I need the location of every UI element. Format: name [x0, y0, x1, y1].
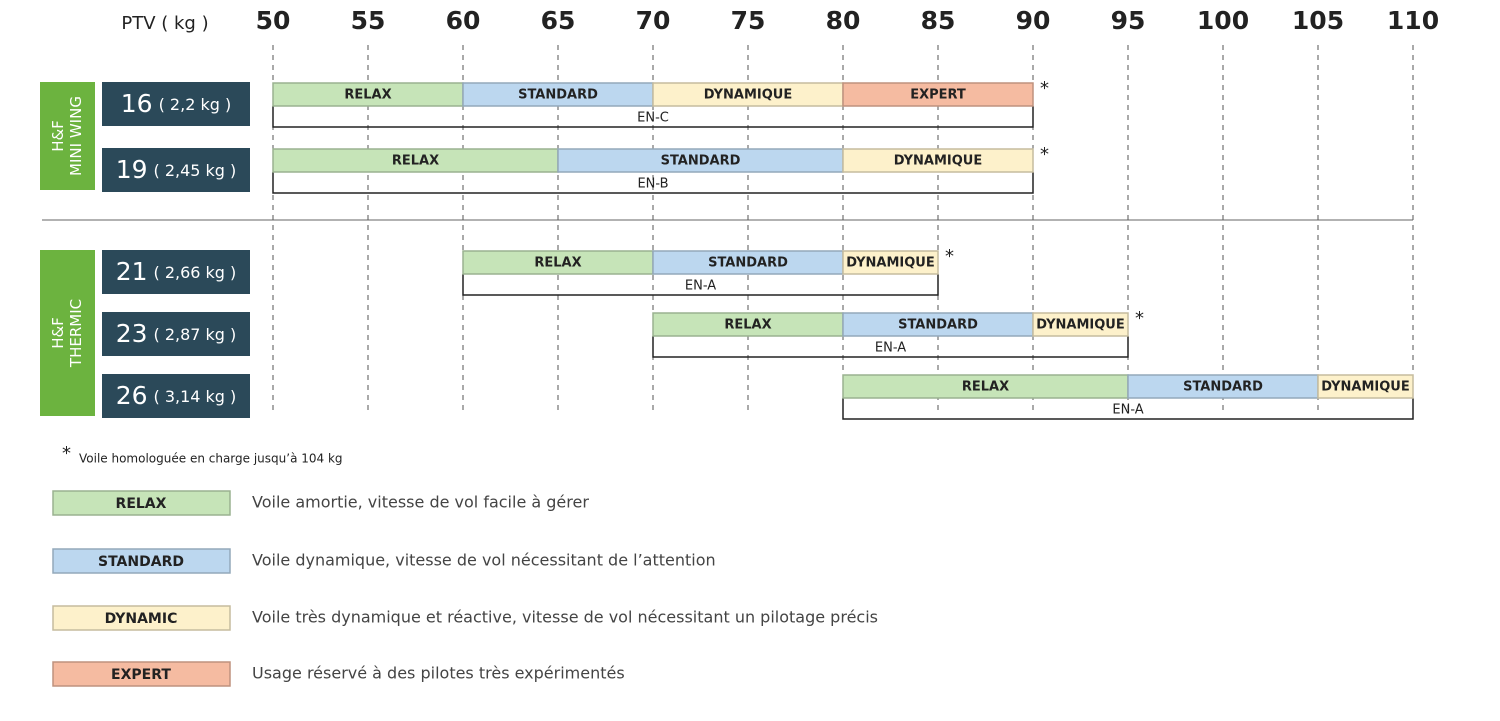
legend-name: EXPERT: [111, 667, 171, 683]
size: 26: [116, 381, 148, 410]
x-tick-label: 75: [731, 6, 766, 35]
legend-swatch: [52, 548, 231, 574]
segment-label: STANDARD: [898, 318, 978, 333]
footnote: Voile homologuée en charge jusqu’à 104 k…: [79, 452, 343, 466]
x-tick-label: 70: [636, 6, 671, 35]
size: 16: [121, 89, 153, 118]
range-segment: [842, 250, 939, 275]
x-tick-label: 60: [446, 6, 481, 35]
segment-label: RELAX: [962, 380, 1009, 395]
x-tick-label: 90: [1016, 6, 1051, 35]
legend-name: RELAX: [116, 496, 167, 512]
group-label-line: H&F: [49, 120, 67, 152]
segment-label: DYNAMIQUE: [1321, 380, 1409, 395]
cert-bracket: [652, 336, 1129, 358]
weight: ( 2,45 kg ): [154, 161, 237, 180]
x-tick-label: 65: [541, 6, 576, 35]
row-label: 21 ( 2,66 kg ): [116, 257, 237, 286]
group-box: [40, 82, 95, 190]
note-mark: *: [1040, 144, 1049, 165]
axis-label: PTV ( kg ): [121, 13, 208, 34]
range-segment: [842, 82, 1034, 107]
cert-bracket: [842, 398, 1414, 420]
range-segment: [1032, 312, 1129, 337]
range-segment: [842, 148, 1034, 173]
segment-label: STANDARD: [518, 88, 598, 103]
legend-description: Voile très dynamique et réactive, vitess…: [252, 608, 878, 627]
segment-label: STANDARD: [708, 256, 788, 271]
segment-label: DYNAMIQUE: [704, 88, 792, 103]
row-label-box: [102, 312, 250, 356]
legend-description: Voile amortie, vitesse de vol facile à g…: [252, 493, 589, 512]
note-mark: *: [1040, 78, 1049, 99]
group-label: H&FMINI WING: [49, 96, 85, 176]
cert-bracket: [272, 172, 1034, 194]
weight: ( 2,2 kg ): [159, 95, 232, 114]
segment-label: DYNAMIQUE: [894, 154, 982, 169]
weight: ( 2,66 kg ): [154, 263, 237, 282]
row-label-box: [102, 374, 250, 418]
cert-label: EN-B: [637, 177, 668, 192]
legend-swatch: [52, 605, 231, 631]
weight: ( 3,14 kg ): [154, 387, 237, 406]
legend-description: Usage réservé à des pilotes très expérim…: [252, 664, 625, 683]
cert-bracket: [462, 274, 939, 296]
legend-swatch: [52, 661, 231, 687]
x-tick-label: 100: [1197, 6, 1249, 35]
row-label: 16 ( 2,2 kg ): [121, 89, 231, 118]
size: 21: [116, 257, 148, 286]
row-label-box: [102, 82, 250, 126]
cert-label: EN-A: [685, 279, 716, 294]
legend-name: DYNAMIC: [105, 611, 178, 627]
note-mark: *: [1135, 308, 1144, 329]
segment-label: RELAX: [344, 88, 391, 103]
segment-label: RELAX: [724, 318, 771, 333]
row-label: 23 ( 2,87 kg ): [116, 319, 237, 348]
note-mark: *: [945, 246, 954, 267]
size: 23: [116, 319, 148, 348]
footnote-mark: *: [62, 443, 71, 464]
cert-label: EN-A: [875, 341, 906, 356]
segment-label: EXPERT: [910, 88, 966, 103]
x-tick-label: 105: [1292, 6, 1344, 35]
segment-label: STANDARD: [661, 154, 741, 169]
size: 19: [116, 155, 148, 184]
group-label-line: H&F: [49, 317, 67, 349]
x-tick-label: 95: [1111, 6, 1146, 35]
group-label-line: MINI WING: [67, 96, 85, 176]
legend-description: Voile dynamique, vitesse de vol nécessit…: [252, 551, 716, 570]
row-label-box: [102, 250, 250, 294]
segment-label: STANDARD: [1183, 380, 1263, 395]
cert-bracket: [272, 106, 1034, 128]
segment-label: DYNAMIQUE: [1036, 318, 1124, 333]
row-label-box: [102, 148, 250, 192]
row-label: 19 ( 2,45 kg ): [116, 155, 237, 184]
range-segment: [1317, 374, 1414, 399]
segment-label: RELAX: [392, 154, 439, 169]
row-label: 26 ( 3,14 kg ): [116, 381, 237, 410]
segment-label: DYNAMIQUE: [846, 256, 934, 271]
legend-name: STANDARD: [98, 554, 184, 570]
group-label-line: THERMIC: [67, 299, 85, 368]
weight: ( 2,87 kg ): [154, 325, 237, 344]
legend-swatch: [52, 490, 231, 516]
x-tick-label: 55: [351, 6, 386, 35]
segment-label: RELAX: [534, 256, 581, 271]
x-tick-label: 50: [256, 6, 291, 35]
cert-label: EN-C: [637, 111, 669, 126]
x-tick-label: 85: [921, 6, 956, 35]
x-tick-label: 80: [826, 6, 861, 35]
cert-label: EN-A: [1112, 403, 1143, 418]
group-label: H&FTHERMIC: [49, 299, 85, 368]
x-tick-label: 110: [1387, 6, 1439, 35]
group-box: [40, 250, 95, 416]
